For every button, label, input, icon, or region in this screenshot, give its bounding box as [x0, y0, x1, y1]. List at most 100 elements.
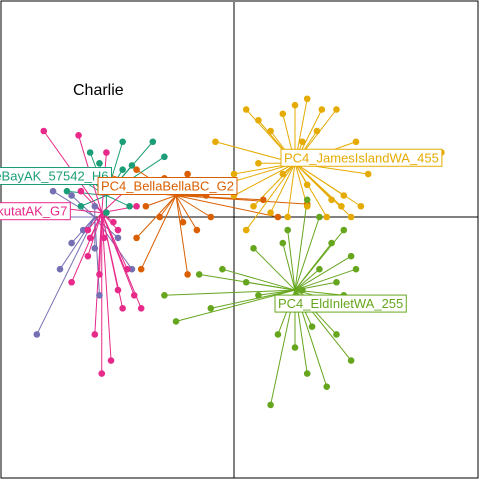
segment-3-5 — [175, 195, 184, 223]
segment-2-19 — [80, 190, 103, 214]
data-point — [91, 245, 99, 252]
data-point — [193, 226, 201, 234]
series-label-box — [97, 177, 238, 195]
data-point — [267, 401, 274, 409]
data-point — [242, 278, 250, 286]
segment-5-21 — [294, 268, 320, 291]
data-point — [242, 106, 250, 113]
segment-5-26 — [287, 229, 296, 291]
series-label-box — [0, 202, 71, 221]
data-point — [161, 153, 168, 161]
segment-3-10 — [175, 195, 198, 231]
data-point — [219, 265, 226, 273]
data-point — [267, 209, 274, 216]
data-point — [110, 218, 117, 226]
data-point — [33, 331, 41, 338]
data-point — [255, 159, 262, 167]
segment-0-7 — [106, 195, 130, 207]
data-point — [128, 265, 136, 273]
data-point — [156, 213, 164, 221]
data-point — [316, 213, 323, 221]
data-point — [364, 170, 372, 178]
data-point — [130, 292, 138, 299]
data-point — [63, 187, 71, 195]
data-point — [347, 213, 355, 221]
data-point — [267, 127, 274, 135]
data-point — [340, 226, 348, 234]
data-point — [77, 202, 85, 210]
data-point — [96, 292, 103, 299]
data-point — [149, 138, 157, 146]
data-point — [318, 106, 326, 113]
data-point — [316, 265, 323, 273]
segment-1-0 — [52, 190, 96, 218]
segment-3-12 — [175, 195, 189, 275]
segment-5-3 — [294, 255, 352, 291]
segment-4-26 — [294, 162, 328, 218]
series-label-box — [0, 167, 113, 185]
data-point — [303, 202, 311, 210]
segment-5-22 — [282, 242, 296, 291]
data-point — [84, 252, 92, 260]
segment-3-16 — [175, 195, 264, 201]
data-point — [161, 292, 168, 299]
data-point — [86, 149, 94, 156]
data-point — [96, 271, 103, 278]
data-point — [133, 202, 140, 210]
data-point — [137, 305, 145, 312]
data-point — [184, 170, 191, 178]
data-point — [299, 138, 306, 146]
data-point — [284, 213, 291, 221]
data-point — [184, 271, 191, 278]
data-point — [338, 202, 345, 210]
data-point — [207, 305, 215, 312]
segment-1-8 — [36, 216, 96, 335]
segment-4-23 — [270, 163, 296, 213]
data-point — [274, 331, 282, 338]
segment-5-23 — [294, 229, 345, 291]
data-point — [79, 226, 87, 234]
data-point — [98, 370, 106, 377]
segment-2-21 — [89, 212, 103, 239]
series-label-text: PC4_YakutatAK_G7 — [0, 204, 67, 219]
data-point — [133, 234, 140, 242]
segment-4-28 — [245, 162, 296, 231]
segment-3-4 — [136, 195, 177, 239]
series-label-text: PC4_JamesIslandWA_455 — [284, 150, 439, 165]
data-point — [333, 278, 340, 286]
data-point — [323, 213, 331, 221]
segment-4-14 — [294, 162, 362, 207]
data-point — [86, 234, 94, 242]
series-label-text: PC4_EldInletWA_255 — [278, 296, 403, 311]
data-point — [142, 202, 150, 210]
segment-2-6 — [87, 212, 103, 257]
data-point — [347, 252, 355, 260]
data-point — [68, 192, 75, 199]
labels-layer: PC4_JamesIslandWA_455 PC1_AukeBayAK_57542… — [0, 148, 443, 313]
series-label: PC4_YakutatAK_G7 — [0, 202, 71, 221]
segment-5-0 — [294, 199, 308, 291]
segment-5-27 — [253, 247, 296, 291]
data-point — [328, 239, 335, 247]
data-point — [255, 116, 262, 124]
segment-3-11 — [140, 195, 177, 270]
data-point — [333, 331, 340, 338]
data-point — [303, 370, 311, 377]
data-point — [274, 213, 282, 221]
data-point — [352, 265, 360, 273]
data-point — [119, 166, 126, 173]
segment-3-13 — [175, 195, 212, 218]
data-point — [291, 344, 299, 351]
data-point — [172, 318, 180, 325]
data-point — [114, 234, 122, 242]
data-point — [279, 110, 287, 118]
data-point — [255, 292, 262, 299]
data-point — [313, 127, 321, 135]
series-label: PC4_BellaBellaBC_G2 — [97, 177, 238, 195]
series-label-text: PC1_AukeBayAK_57542_H6 — [0, 169, 109, 184]
data-point — [84, 226, 92, 234]
data-point — [303, 196, 311, 204]
data-point — [128, 162, 136, 169]
